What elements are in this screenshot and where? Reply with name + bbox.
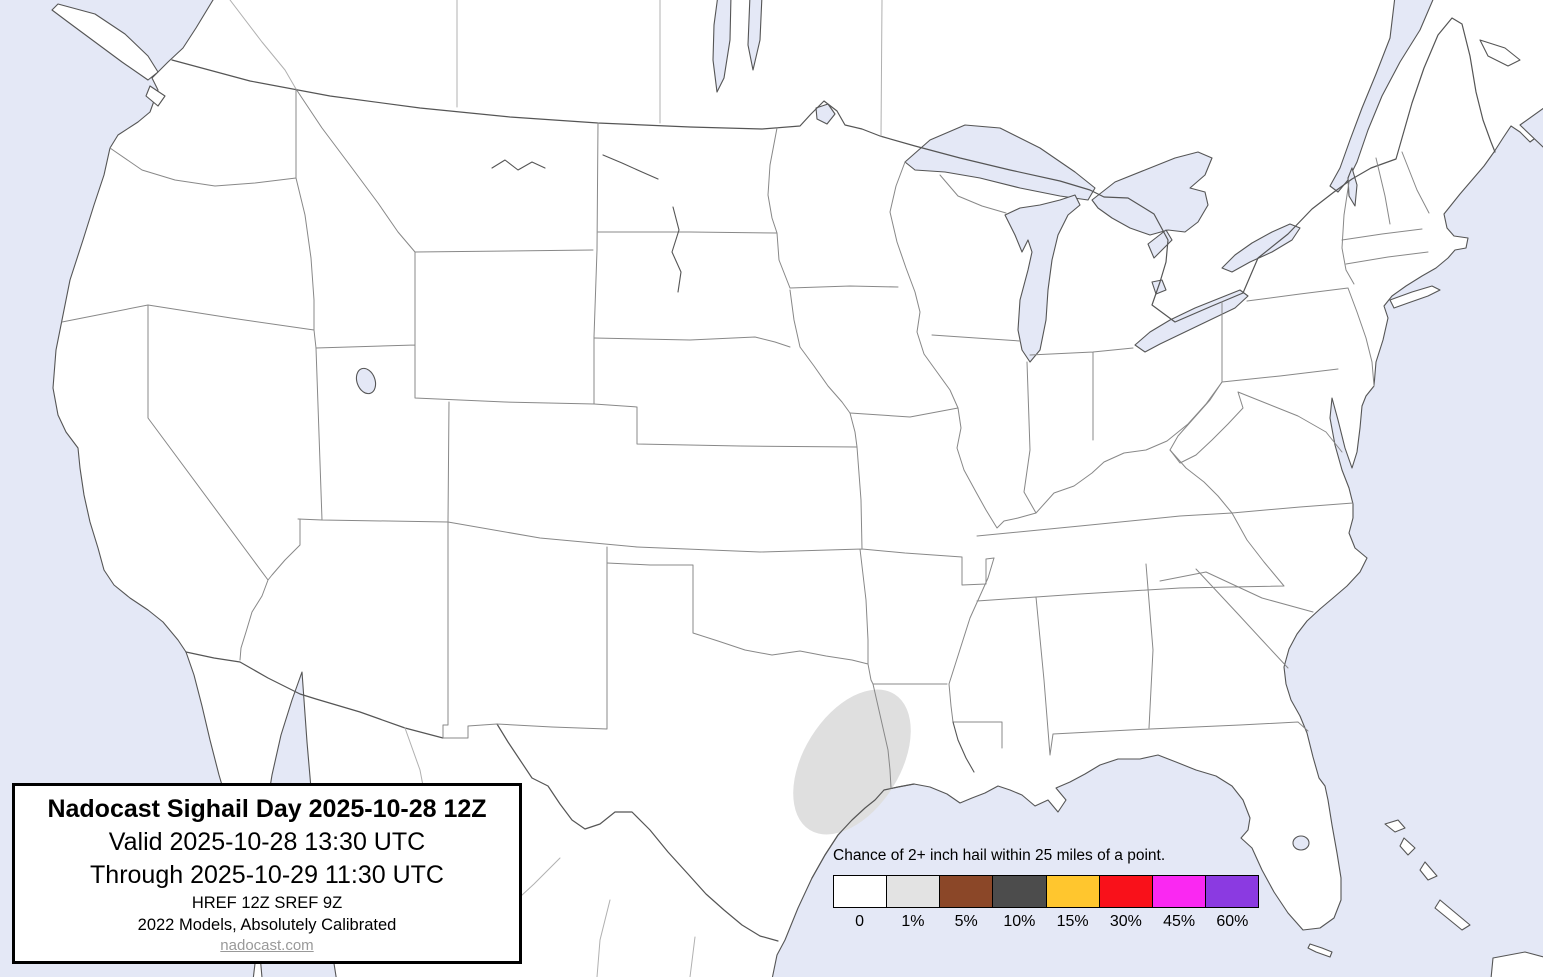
islands	[51, 3, 1543, 977]
legend-swatch-10	[992, 875, 1047, 908]
canada-province-borders	[229, 0, 883, 137]
forecast-title: Nadocast Sighail Day 2025-10-28 12Z	[47, 795, 487, 823]
rivers	[491, 154, 975, 773]
legend-label-45: 45%	[1163, 913, 1196, 930]
legend-swatch-1	[886, 875, 941, 908]
legend-label-60: 60%	[1216, 913, 1249, 930]
rio-grande-us-mexico-border	[496, 723, 779, 942]
nadocast-link[interactable]: nadocast.com	[220, 937, 314, 954]
forecast-end-time: Through 2025-10-29 11:30 UTC	[90, 861, 444, 889]
bay-of-fundy	[1519, 107, 1543, 148]
lake-okeechobee	[1292, 835, 1310, 851]
missouri-river-montana	[491, 159, 546, 171]
mississippi-river-louisiana	[952, 721, 975, 773]
missouri-river-south-dakota	[671, 206, 682, 293]
legend-label-15: 15%	[1056, 913, 1089, 930]
lake-huron	[1091, 151, 1213, 236]
missouri-river-north-dakota	[602, 154, 659, 180]
legend-swatch-45	[1151, 875, 1206, 908]
long-island	[1389, 285, 1441, 309]
lake-ontario	[1221, 223, 1301, 273]
legend-swatch-5	[939, 875, 994, 908]
lake-winnipeg	[712, 0, 732, 93]
legend-swatch-15	[1045, 875, 1100, 908]
legend-swatch-0	[833, 875, 888, 908]
legend-label-1: 1%	[901, 913, 925, 930]
forecast-title-box: Nadocast Sighail Day 2025-10-28 12Z Vali…	[12, 783, 522, 964]
lake-superior	[904, 124, 1096, 201]
lake-of-the-woods	[815, 103, 836, 125]
legend-label-0: 0	[855, 913, 865, 930]
southwest-us-mexico-border	[185, 651, 444, 739]
state-borders-south	[872, 449, 1354, 789]
forecast-models: HREF 12Z SREF 9Z	[191, 894, 343, 912]
legend-label-30: 30%	[1109, 913, 1142, 930]
state-borders-northeast	[1169, 151, 1430, 464]
state-borders-midwest	[849, 161, 1223, 529]
florida-keys	[1307, 943, 1333, 958]
forecast-valid-time: Valid 2025-10-28 13:30 UTC	[108, 828, 426, 856]
prince-edward-island	[1479, 39, 1521, 67]
legend-label-5: 5%	[954, 913, 978, 930]
legend-swatch-30	[1098, 875, 1153, 908]
lake-erie	[1134, 289, 1249, 353]
cuba	[1490, 951, 1543, 977]
international-borders	[171, 0, 1496, 977]
forecast-calibration: 2022 Models, Absolutely Calibrated	[137, 916, 397, 934]
great-salt-lake	[355, 367, 377, 395]
legend-label-10: 10%	[1003, 913, 1036, 930]
site-link-row: nadocast.com	[15, 936, 519, 956]
lake-manitoba	[747, 0, 763, 71]
us-canada-border	[171, 17, 1496, 323]
hail-probability-area-1pct	[793, 689, 911, 835]
state-borders-plains	[593, 127, 995, 685]
texas-coastline-overlay	[811, 783, 915, 879]
gulf-of-mexico-and-atlantic	[771, 125, 1543, 977]
hail-probability-legend: Chance of 2+ inch hail within 25 miles o…	[833, 847, 1259, 931]
salish-islands	[145, 85, 166, 107]
legend-swatch-60	[1204, 875, 1259, 908]
bahamas-islands	[1384, 819, 1471, 931]
state-borders	[61, 88, 1430, 789]
lake-michigan	[1004, 194, 1081, 363]
st-lawrence-river	[1329, 0, 1434, 193]
state-borders-west	[61, 88, 638, 739]
legend-title: Chance of 2+ inch hail within 25 miles o…	[833, 847, 1166, 864]
vancouver-island	[51, 3, 159, 81]
lake-st-clair	[1151, 279, 1167, 295]
legend-color-bar	[833, 875, 1259, 908]
legend-labels: 0 1% 5% 10% 15% 30% 45% 60%	[833, 913, 1259, 931]
